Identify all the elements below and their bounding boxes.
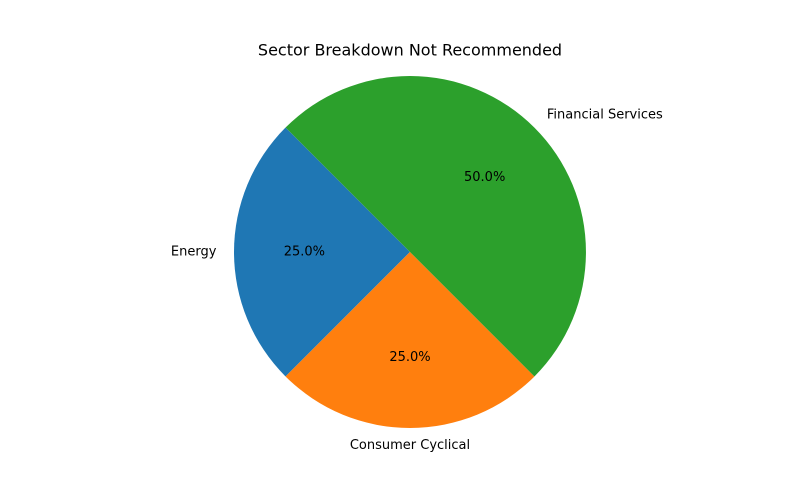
pie-slices (233, 76, 586, 428)
pie-slice-financial-services (285, 76, 586, 377)
slice-label-financial-services: Financial Services (547, 108, 663, 123)
slice-percent-energy: 25.0% (284, 245, 325, 260)
slice-label-consumer-cyclical: Consumer Cyclical (350, 438, 470, 453)
chart-title: Sector Breakdown Not Recommended (258, 41, 562, 60)
slice-percent-consumer-cyclical: 25.0% (389, 350, 430, 365)
pie-slice-consumer-cyclical (285, 252, 535, 428)
pie-slice-energy (233, 127, 410, 377)
slice-label-energy: Energy (171, 245, 217, 260)
pie-labels: Energy 25.0% Consumer Cyclical 25.0% Financi… (171, 108, 663, 453)
slice-percent-financial-services: 50.0% (464, 170, 505, 185)
